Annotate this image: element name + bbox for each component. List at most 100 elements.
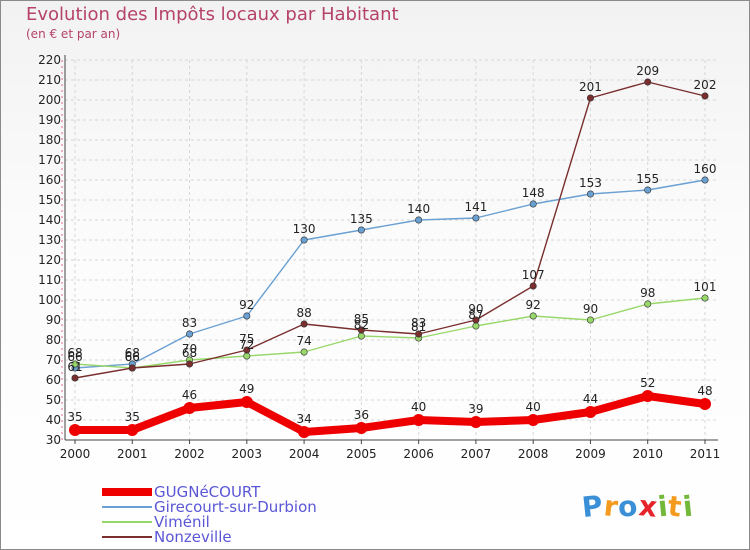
data-label-2: 87 (468, 308, 483, 322)
series-point-2 (644, 300, 652, 308)
data-label-0: 49 (239, 382, 254, 396)
data-label-3: 61 (67, 360, 82, 374)
data-label-1: 148 (522, 186, 545, 200)
x-tick-label: 2010 (632, 447, 663, 461)
data-label-1: 135 (350, 212, 373, 226)
chart-subtitle: (en € et par an) (26, 27, 121, 41)
data-label-1: 83 (182, 316, 197, 330)
series-point-1 (529, 200, 537, 208)
data-label-3: 201 (579, 80, 602, 94)
series-line-2 (74, 297, 706, 369)
x-tick-label: 2007 (461, 447, 492, 461)
series-point-2 (300, 348, 308, 356)
data-label-3: 202 (694, 78, 717, 92)
series-point-0 (240, 396, 253, 408)
y-tick-label: 30 (46, 433, 61, 447)
data-label-1: 155 (636, 172, 659, 186)
series-point-3 (128, 364, 136, 372)
y-tick-label: 220 (38, 53, 61, 67)
data-label-3: 83 (411, 316, 426, 330)
series-point-2 (71, 360, 79, 368)
series-point-1 (186, 330, 194, 338)
series-point-2 (243, 352, 251, 360)
legend-label: Nonzeville (154, 528, 232, 546)
x-tick-label: 2000 (60, 447, 91, 461)
data-label-0: 35 (67, 410, 82, 424)
y-tick-label: 80 (46, 333, 61, 347)
y-tick-label: 150 (38, 193, 61, 207)
series-point-3 (701, 92, 709, 100)
logo-letter: i (680, 489, 695, 524)
data-label-0: 44 (583, 392, 598, 406)
data-label-2: 72 (239, 338, 254, 352)
y-tick-label: 130 (38, 233, 61, 247)
data-label-0: 48 (697, 384, 712, 398)
x-tick-label: 2005 (346, 447, 377, 461)
y-tick-label: 210 (38, 73, 61, 87)
y-tick-label: 40 (46, 413, 61, 427)
series-point-3 (71, 374, 79, 382)
x-tick-label: 2002 (174, 447, 205, 461)
series-point-1 (300, 236, 308, 244)
data-label-2: 66 (125, 350, 140, 364)
data-label-2: 68 (67, 346, 82, 360)
data-label-3: 75 (239, 332, 254, 346)
data-label-2: 70 (182, 342, 197, 356)
logo-letter: P (580, 488, 606, 525)
y-tick-label: 70 (46, 353, 61, 367)
series-point-0 (699, 398, 711, 410)
y-tick-label: 170 (38, 153, 61, 167)
x-tick-label: 2011 (690, 447, 721, 461)
series-line-1 (74, 179, 706, 369)
x-tick-label: 2001 (117, 447, 148, 461)
series-point-2 (472, 322, 480, 330)
x-tick-label: 2003 (232, 447, 263, 461)
series-point-0 (183, 402, 196, 414)
series-line-0 (75, 392, 706, 436)
y-tick-label: 190 (38, 113, 61, 127)
data-label-0: 34 (296, 412, 311, 426)
y-tick-label: 180 (38, 133, 61, 147)
y-tick-label: 60 (46, 373, 61, 387)
data-label-2: 92 (526, 298, 541, 312)
series-point-3 (186, 360, 194, 368)
data-label-3: 209 (636, 64, 659, 78)
data-label-0: 39 (468, 402, 483, 416)
series-point-0 (298, 426, 311, 438)
series-point-3 (472, 316, 480, 324)
x-tick-label: 2006 (403, 447, 434, 461)
data-label-3: 66 (125, 350, 140, 364)
data-label-0: 52 (640, 376, 655, 390)
chart-title: Evolution des Impôts locaux par Habitant (26, 4, 399, 25)
y-tick-label: 90 (46, 313, 61, 327)
series-point-1 (243, 312, 251, 320)
series-point-3 (243, 346, 251, 354)
series-point-1 (701, 176, 709, 184)
series-point-0 (69, 424, 81, 436)
data-label-1: 160 (694, 162, 717, 176)
y-tick-label: 200 (38, 93, 61, 107)
data-label-2: 74 (296, 334, 311, 348)
series-point-1 (357, 226, 365, 234)
series-point-3 (415, 330, 423, 338)
data-label-3: 85 (354, 312, 369, 326)
data-label-2: 98 (640, 286, 655, 300)
data-label-0: 46 (182, 388, 197, 402)
series-point-0 (641, 390, 654, 402)
legend-label: Girecourt-sur-Durbion (154, 498, 317, 516)
data-label-1: 130 (293, 222, 316, 236)
series-point-0 (355, 422, 368, 434)
data-label-0: 40 (526, 400, 541, 414)
series-point-2 (701, 294, 709, 302)
data-label-1: 153 (579, 176, 602, 190)
data-label-1: 66 (67, 350, 82, 364)
data-label-3: 90 (468, 302, 483, 316)
series-point-0 (584, 406, 597, 418)
series-point-0 (412, 414, 425, 426)
data-label-3: 68 (182, 346, 197, 360)
data-label-0: 40 (411, 400, 426, 414)
data-label-1: 141 (464, 200, 487, 214)
series-point-3 (300, 320, 308, 328)
